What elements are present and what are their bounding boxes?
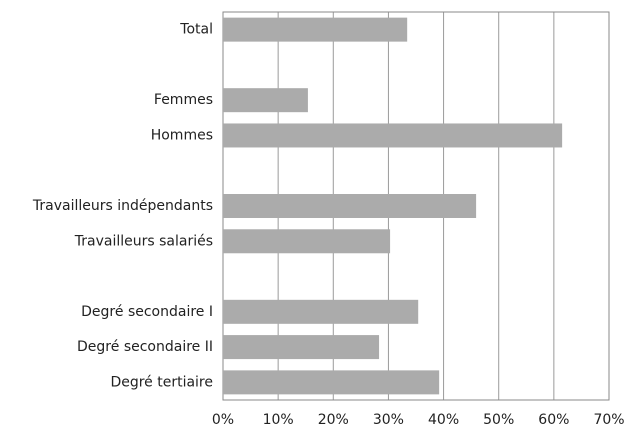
x-tick-label: 40%: [428, 412, 459, 428]
y-tick-label: Travailleurs indépendants: [32, 198, 213, 214]
bar: [223, 229, 391, 254]
x-tick-label: 60%: [538, 412, 569, 428]
bar: [223, 88, 308, 113]
x-tick-label: 10%: [263, 412, 294, 428]
x-tick-label: 70%: [593, 412, 624, 428]
bar: [223, 194, 477, 218]
x-tick-label: 30%: [373, 412, 404, 428]
y-tick-label: Degré secondaire I: [81, 304, 213, 320]
bar: [223, 123, 563, 148]
y-tick-label: Femmes: [154, 92, 213, 108]
bar: [223, 299, 419, 324]
bar: [223, 335, 380, 360]
y-tick-label: Travailleurs salariés: [74, 233, 213, 249]
x-tick-label: 0%: [212, 412, 234, 428]
y-tick-label: Hommes: [151, 127, 213, 143]
x-tick-label: 50%: [483, 412, 514, 428]
x-tick-label: 20%: [318, 412, 349, 428]
y-tick-label: Total: [179, 22, 213, 38]
bar: [223, 370, 440, 395]
y-tick-label: Degré tertiaire: [110, 374, 213, 390]
y-tick-label: Degré secondaire II: [77, 339, 213, 355]
bar: [223, 17, 408, 42]
